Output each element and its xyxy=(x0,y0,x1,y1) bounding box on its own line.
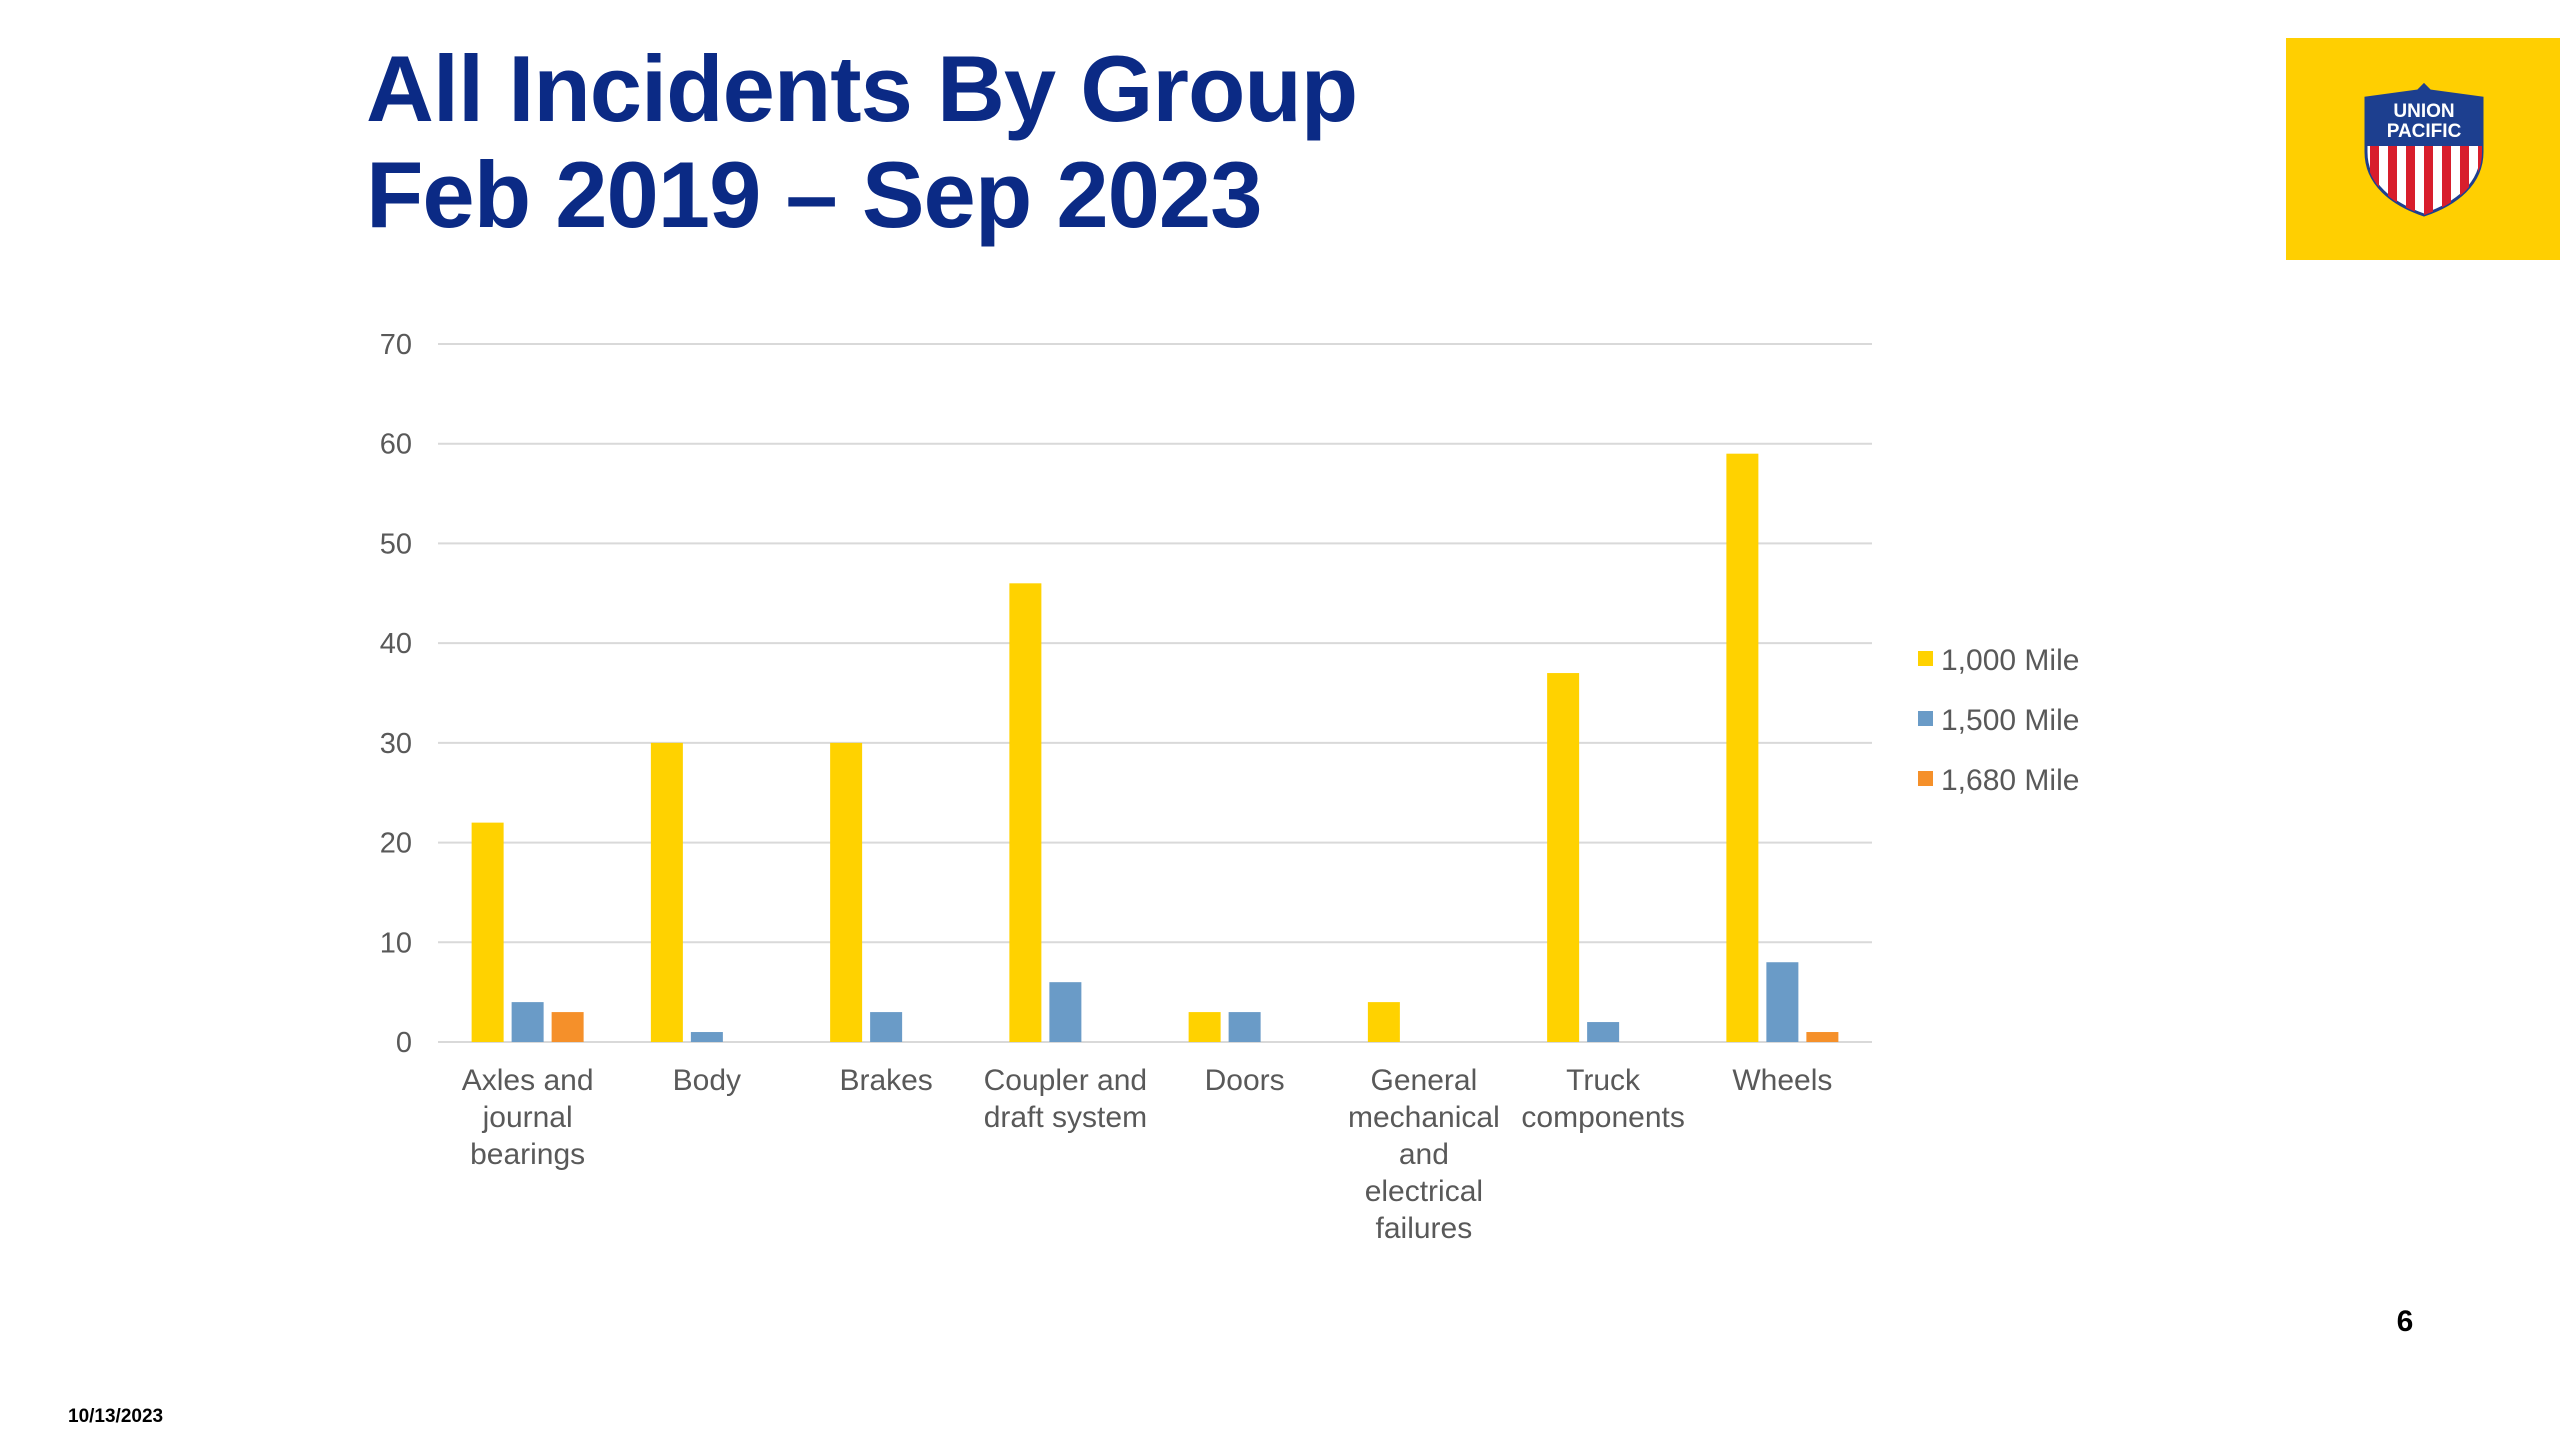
y-tick-label: 20 xyxy=(380,828,412,860)
y-tick-label: 70 xyxy=(380,329,412,361)
bars xyxy=(471,453,1839,1043)
y-tick-label: 50 xyxy=(380,528,412,560)
bar xyxy=(690,1032,723,1042)
bar xyxy=(650,742,683,1042)
y-tick-label: 30 xyxy=(380,728,412,760)
x-tick-label: draft system xyxy=(984,1101,1147,1134)
x-tick-label: failures xyxy=(1376,1212,1473,1245)
x-tick-label: journal xyxy=(482,1101,573,1134)
bar xyxy=(830,742,863,1042)
bar xyxy=(1188,1012,1221,1042)
x-tick-label: Wheels xyxy=(1732,1064,1832,1097)
union-pacific-shield-icon: UNION PACIFIC xyxy=(2364,82,2484,217)
slide-title: All Incidents By Group Feb 2019 – Sep 20… xyxy=(366,36,1358,248)
x-tick-label: Doors xyxy=(1205,1064,1285,1097)
legend-label: 1,000 Mile xyxy=(1941,644,2079,677)
y-tick-label: 40 xyxy=(380,628,412,660)
x-tick-label: General xyxy=(1371,1064,1478,1097)
x-tick-label: Axles and xyxy=(462,1064,594,1097)
bar xyxy=(870,1012,903,1042)
bar xyxy=(1766,962,1799,1042)
logo-banner: UNION PACIFIC xyxy=(2286,38,2560,260)
y-tick-label: 10 xyxy=(380,927,412,959)
x-tick-label: Coupler and xyxy=(984,1064,1147,1097)
legend-label: 1,680 Mile xyxy=(1941,764,2079,797)
y-axis-ticks: 0 10 20 30 40 50 60 70 xyxy=(380,329,412,1059)
x-tick-label: electrical xyxy=(1365,1175,1483,1208)
logo-text-pacific: PACIFIC xyxy=(2387,121,2462,142)
x-tick-label: Body xyxy=(673,1064,741,1097)
x-tick-label: components xyxy=(1521,1101,1684,1134)
title-line-1: All Incidents By Group xyxy=(366,36,1358,141)
x-axis-labels: Axles and journal bearings Body Brakes Couple… xyxy=(462,1064,1833,1245)
legend-swatch xyxy=(1918,771,1933,786)
bar xyxy=(551,1012,584,1042)
bar xyxy=(1009,583,1042,1042)
bar xyxy=(1726,453,1759,1043)
bar xyxy=(1228,1012,1261,1042)
y-tick-label: 0 xyxy=(396,1027,412,1059)
x-tick-label: Truck xyxy=(1566,1064,1641,1097)
x-tick-label: mechanical xyxy=(1348,1101,1500,1134)
y-tick-label: 60 xyxy=(380,429,412,461)
x-tick-label: and xyxy=(1399,1138,1449,1171)
bar xyxy=(1547,673,1580,1042)
bar xyxy=(1806,1032,1839,1042)
logo-text-union: UNION xyxy=(2393,101,2454,122)
bar-chart: 0 10 20 30 40 50 60 70 Axles and journal bearings… xyxy=(380,329,2080,1245)
bar xyxy=(1049,982,1082,1042)
bar xyxy=(1367,1002,1400,1042)
page-number: 6 xyxy=(2396,1305,2414,1338)
legend: 1,000 Mile 1,500 Mile 1,680 Mile xyxy=(1918,644,2079,797)
title-line-2: Feb 2019 – Sep 2023 xyxy=(366,142,1262,247)
bar xyxy=(511,1002,544,1042)
bar xyxy=(471,822,504,1042)
x-tick-label: Brakes xyxy=(839,1064,932,1097)
legend-label: 1,500 Mile xyxy=(1941,704,2079,737)
legend-swatch xyxy=(1918,711,1933,726)
x-tick-label: bearings xyxy=(470,1138,585,1171)
footer-date: 10/13/2023 xyxy=(68,1406,164,1427)
bar xyxy=(1587,1022,1620,1042)
legend-swatch xyxy=(1918,651,1933,666)
